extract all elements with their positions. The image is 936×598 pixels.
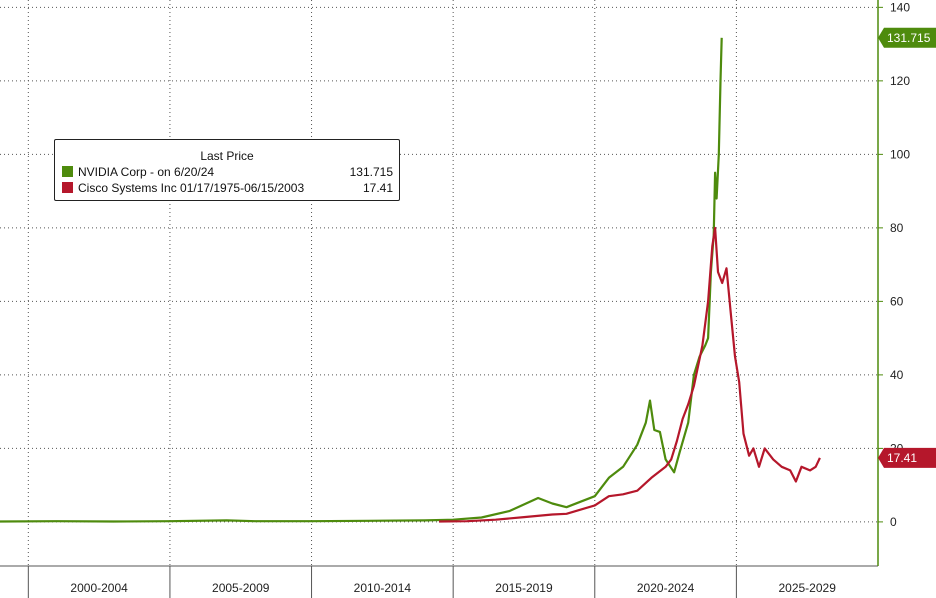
last-value-tag-bg (878, 27, 936, 48)
y-tick-label: 80 (890, 221, 904, 235)
legend-label-nvidia: NVIDIA Corp - on 6/20/24 (78, 164, 215, 179)
last-value-tag-bg (878, 447, 936, 468)
last-value-tag-nvidia: 131.715 (878, 27, 936, 48)
x-tick-label: 2010-2014 (354, 581, 412, 595)
legend-swatch-cisco (62, 182, 73, 193)
legend-title: Last Price (200, 149, 254, 163)
series-line-nvidia (0, 37, 723, 523)
legend-value-nvidia: 131.715 (349, 164, 393, 179)
y-tick-label: 140 (890, 0, 910, 14)
legend-label-cisco: Cisco Systems Inc 01/17/1975-06/15/2003 (78, 180, 305, 195)
legend-value-cisco: 17.41 (362, 180, 393, 195)
last-value-tag-label: 17.41 (887, 451, 917, 465)
x-tick-label: 2005-2009 (212, 581, 270, 595)
chart-legend: Last Price NVIDIA Corp - on 6/20/24 131.… (54, 139, 400, 201)
x-tick-label: 2000-2004 (70, 581, 128, 595)
legend-entry-nvidia: NVIDIA Corp - on 6/20/24 131.715 (62, 164, 393, 179)
x-tick-label: 2015-2019 (495, 581, 553, 595)
x-tick-label: 2025-2029 (778, 581, 836, 595)
y-tick-label: 120 (890, 74, 910, 88)
y-tick-label: 40 (890, 368, 904, 382)
y-tick-label: 0 (890, 515, 897, 529)
last-value-tag-cisco: 17.41 (878, 447, 936, 468)
chart-grid (0, 0, 878, 566)
y-tick-label: 100 (890, 147, 910, 161)
x-tick-label: 2020-2024 (637, 581, 695, 595)
series-line-cisco (438, 226, 821, 523)
legend-entry-cisco: Cisco Systems Inc 01/17/1975-06/15/2003 … (62, 180, 393, 195)
last-value-tag-label: 131.715 (887, 31, 931, 45)
legend-swatch-nvidia (62, 166, 73, 177)
y-tick-label: 60 (890, 294, 904, 308)
chart-series (0, 37, 821, 523)
